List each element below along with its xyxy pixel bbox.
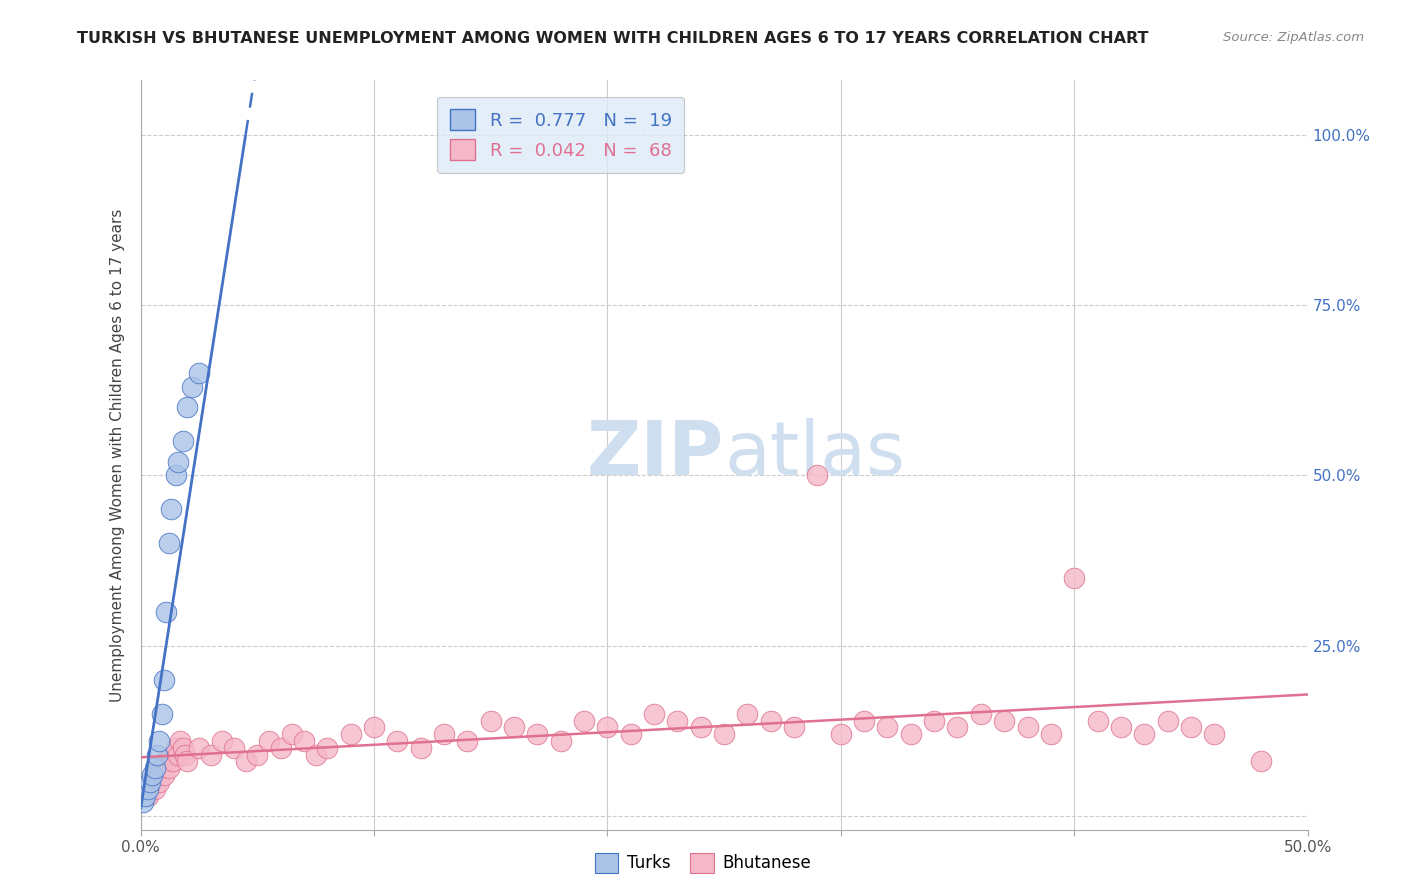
Point [339,727,361,741]
Text: atlas: atlas [724,418,905,491]
Legend: Turks, Bhutanese: Turks, Bhutanese [589,847,817,880]
Point [946,720,969,734]
Point [188,366,211,380]
Point [409,740,432,755]
Point [155,755,177,769]
Point [1063,570,1085,584]
Text: TURKISH VS BHUTANESE UNEMPLOYMENT AMONG WOMEN WITH CHILDREN AGES 6 TO 17 YEARS C: TURKISH VS BHUTANESE UNEMPLOYMENT AMONG … [77,31,1149,46]
Point [783,720,806,734]
Point [713,727,735,741]
Point [150,761,173,775]
Point [211,734,233,748]
Point [176,755,198,769]
Point [165,468,187,483]
Point [737,706,759,721]
Point [643,706,665,721]
Point [689,720,711,734]
Point [876,720,898,734]
Point [1039,727,1062,741]
Point [305,747,328,762]
Point [160,747,183,762]
Point [620,727,643,741]
Y-axis label: Unemployment Among Women with Children Ages 6 to 17 years: Unemployment Among Women with Children A… [110,208,125,702]
Point [143,761,166,775]
Text: Source: ZipAtlas.com: Source: ZipAtlas.com [1223,31,1364,45]
Point [148,734,170,748]
Point [456,734,478,748]
Point [153,673,176,687]
Point [167,455,190,469]
Point [222,740,245,755]
Point [853,714,876,728]
Point [281,727,304,741]
Point [148,775,170,789]
Point [160,502,183,516]
Point [970,706,993,721]
Point [1204,727,1226,741]
Point [143,781,166,796]
Point [134,789,156,803]
Point [165,740,187,755]
Point [1017,720,1039,734]
Point [433,727,456,741]
Point [503,720,526,734]
Point [270,740,292,755]
Point [1250,755,1272,769]
Point [246,747,269,762]
Point [572,714,595,728]
Point [136,781,159,796]
Point [1180,720,1202,734]
Point [1133,727,1156,741]
Point [157,536,180,550]
Point [1087,714,1109,728]
Point [900,727,922,741]
Point [806,468,828,483]
Point [146,768,169,782]
Point [993,714,1015,728]
Point [922,714,945,728]
Point [132,795,155,809]
Point [167,747,190,762]
Point [363,720,385,734]
Point [830,727,852,741]
Point [387,734,409,748]
Point [292,734,315,748]
Point [157,761,180,775]
Point [146,747,169,762]
Point [176,401,198,415]
Legend: R =  0.777   N =  19, R =  0.042   N =  68: R = 0.777 N = 19, R = 0.042 N = 68 [437,97,685,173]
Point [526,727,548,741]
Point [316,740,339,755]
Point [1156,714,1178,728]
Point [150,706,173,721]
Point [172,434,194,449]
Point [155,605,177,619]
Point [141,768,163,782]
Point [139,775,162,789]
Point [188,740,211,755]
Point [235,755,257,769]
Point [759,714,782,728]
Text: ZIP: ZIP [586,418,724,491]
Point [1109,720,1132,734]
Point [172,740,194,755]
Point [141,775,163,789]
Point [550,734,572,748]
Point [596,720,619,734]
Point [153,768,176,782]
Point [136,789,159,803]
Point [666,714,689,728]
Point [174,747,197,762]
Point [181,380,204,394]
Point [162,755,184,769]
Point [200,747,222,762]
Point [479,714,502,728]
Point [257,734,280,748]
Point [169,734,191,748]
